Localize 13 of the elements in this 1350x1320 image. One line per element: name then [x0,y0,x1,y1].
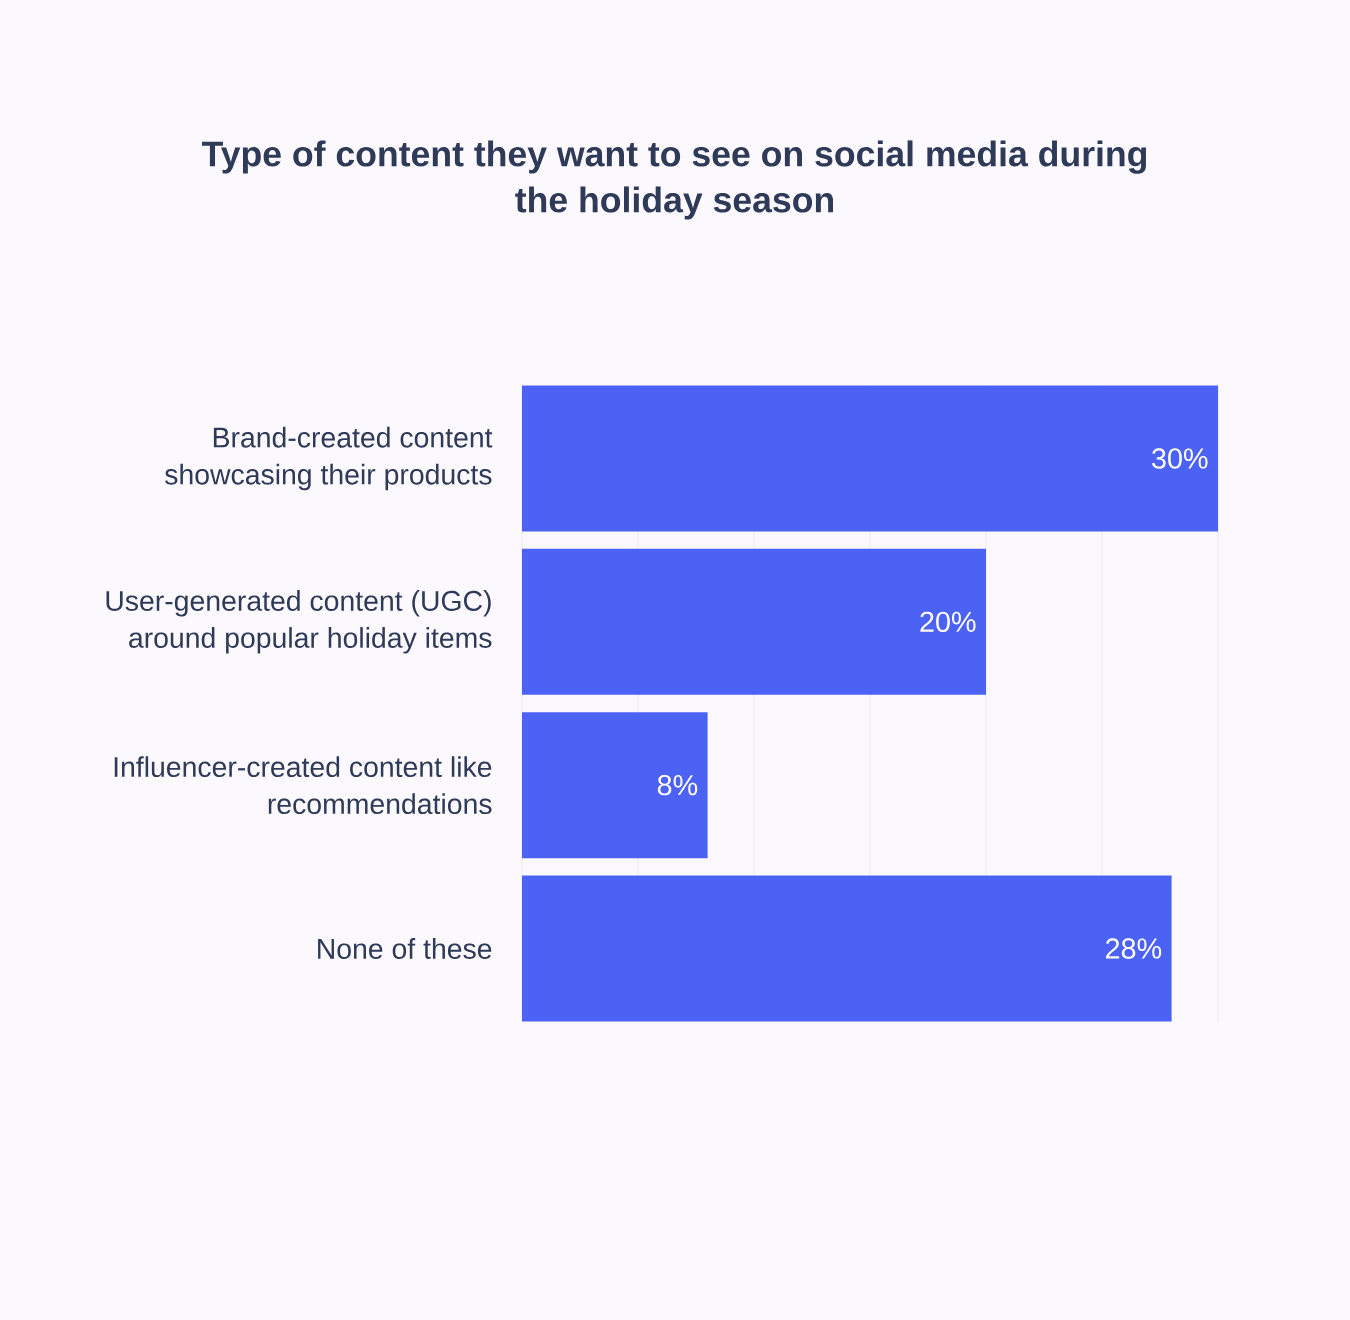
data-label: 20% [920,611,976,633]
bar [522,548,986,695]
y-tick-label: Influencer-created content like recommendations [114,756,492,815]
bar [522,385,1218,532]
y-tick-label: None of these [318,938,492,959]
chart-title: Type of content they want to see on social media during the holiday season [202,140,1147,220]
data-label: 30% [1152,448,1208,469]
bar [522,875,1172,1022]
bar [522,712,708,859]
data-label: 28% [1106,938,1162,959]
data-label: 8% [657,774,698,796]
y-tick-label: Brand-created content showcasing their products [165,426,493,491]
y-tick-label: User-generated content (UGC) around popular holiday items [106,590,492,654]
